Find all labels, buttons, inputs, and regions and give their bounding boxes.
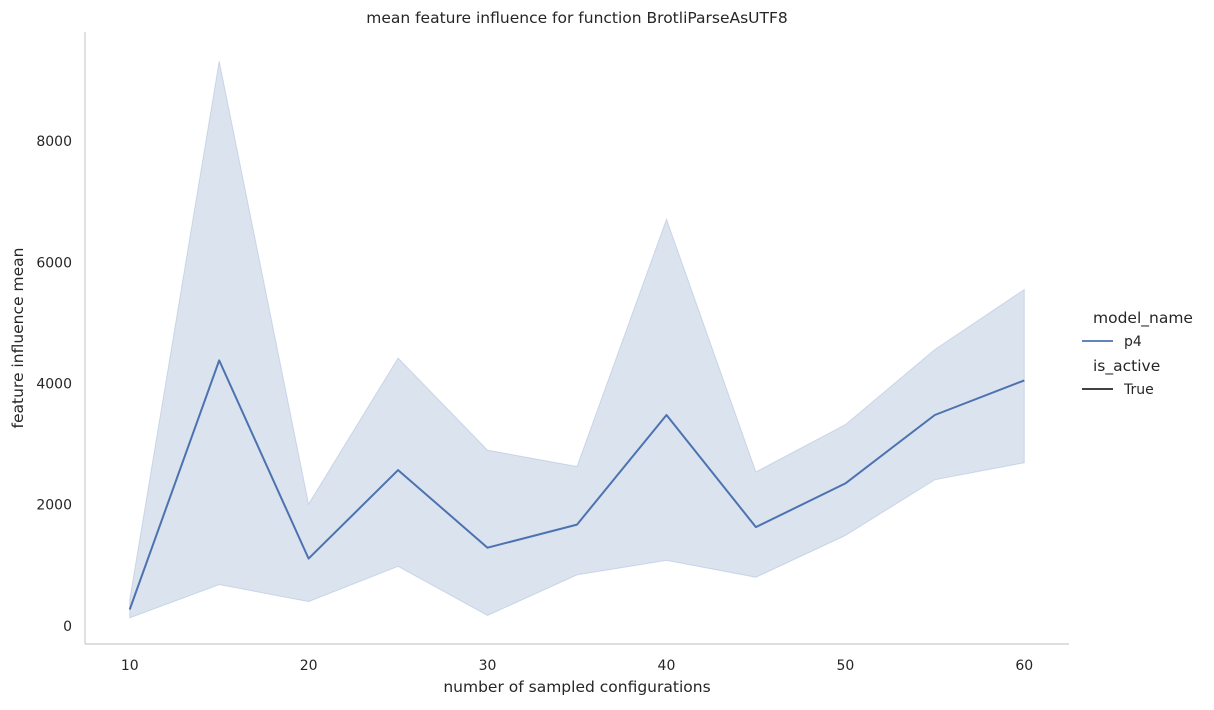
confidence-band: [129, 61, 1025, 619]
x-tick-label: 50: [836, 658, 854, 674]
chart-title: mean feature influence for function Brot…: [366, 9, 788, 27]
legend-style-title: is_active: [1093, 357, 1160, 376]
series-line-layer: [128, 359, 1025, 610]
y-axis-label: feature influence mean: [9, 248, 27, 429]
x-tick-label: 20: [300, 658, 318, 674]
x-axis-label: number of sampled configurations: [443, 678, 710, 696]
y-tick-labels: 0 2000 4000 6000 8000: [36, 134, 72, 635]
x-tick-label: 60: [1015, 658, 1033, 674]
legend: model_name p4 is_active True: [1082, 309, 1193, 398]
y-tick-label: 8000: [36, 134, 72, 150]
confidence-band-layer: [129, 61, 1025, 619]
x-tick-label: 40: [658, 658, 676, 674]
legend-hue-entry: p4: [1124, 334, 1142, 350]
legend-hue-title: model_name: [1093, 309, 1193, 328]
x-tick-label: 10: [121, 658, 139, 674]
y-tick-label: 4000: [36, 376, 72, 392]
plot-area: [128, 61, 1025, 619]
series-line: [128, 359, 1025, 610]
x-tick-labels: 10 20 30 40 50 60: [121, 658, 1033, 674]
y-tick-label: 0: [63, 619, 72, 635]
y-tick-label: 6000: [36, 255, 72, 271]
legend-style-entry: True: [1123, 382, 1154, 398]
x-tick-label: 30: [479, 658, 497, 674]
y-tick-label: 2000: [36, 498, 72, 514]
